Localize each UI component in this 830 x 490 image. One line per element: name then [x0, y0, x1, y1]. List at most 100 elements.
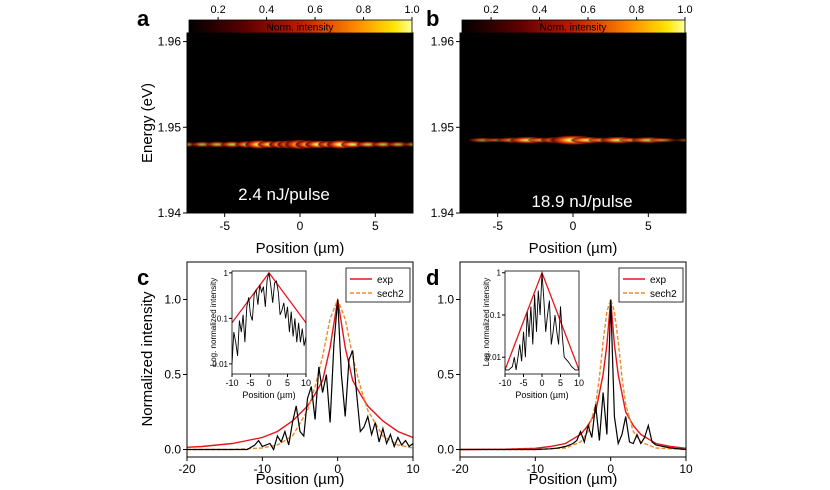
x-axis-label: Position (µm)	[256, 240, 345, 257]
inset-y-tick-label: 0.01	[212, 360, 228, 369]
legend-box	[618, 267, 684, 303]
inset-background	[232, 271, 306, 374]
inset-y-tick-label: 0.01	[485, 353, 501, 362]
colorbar-tick-label: 0.2	[210, 4, 225, 16]
x-tick-label: 5	[372, 219, 379, 233]
inset-x-tick-label: 0	[266, 378, 271, 388]
inset-series-line-data	[505, 272, 579, 371]
colorbar-gradient	[188, 19, 413, 34]
emission-spot	[371, 141, 395, 148]
heatmap-background	[187, 33, 413, 213]
emission-spot	[386, 141, 409, 148]
colorbar: Norm. intensity	[461, 19, 686, 34]
colorbar-tick-label: 1.0	[677, 4, 692, 16]
panel-label-b: b	[426, 6, 439, 31]
heatmap-panel-a: Norm. intensity 0.2 0.4 0.6 0.8 1.0 -5 0 5 1.94…	[139, 4, 420, 257]
inset-background	[505, 271, 579, 374]
inset-x-tick-label: 10	[574, 378, 584, 388]
inset-x-tick-label: -5	[246, 378, 254, 388]
legend: exp sech2	[345, 267, 411, 303]
colorbar-tick-label: 0.8	[356, 4, 371, 16]
colorbar-gradient	[461, 19, 686, 34]
colorbar-label: Norm. intensity	[540, 23, 607, 34]
legend-label-sech2: sech2	[377, 289, 404, 300]
x-tick-label: -10	[254, 462, 272, 476]
y-tick-label: 1.96	[158, 35, 182, 49]
x-tick-label: 10	[679, 462, 693, 476]
x-axis-label: Position (µm)	[529, 471, 618, 488]
plot-frame	[186, 261, 414, 458]
emission-spot	[402, 141, 413, 148]
x-tick-label: -20	[451, 462, 469, 476]
y-tick-label: 1.95	[431, 120, 455, 134]
inset-plot: -10 -5 0 5 10 0.01 0.1 1 Position (µm) Log. nor…	[209, 269, 311, 400]
inset-x-tick-label: 5	[558, 378, 563, 388]
inset-y-axis-label: Log. normalized intensity	[209, 278, 218, 367]
legend: exp sech2	[618, 267, 684, 303]
inset-series-line-data	[232, 272, 306, 364]
y-axis-label: Energy (eV)	[139, 83, 156, 163]
series-line-data	[460, 299, 686, 451]
legend-box	[345, 267, 411, 303]
inset-x-tick-label: 0	[539, 378, 544, 388]
y-tick-label: 1.0	[164, 293, 181, 307]
inset-x-tick-label: -10	[498, 378, 511, 388]
y-tick-label: 0.0	[164, 443, 181, 457]
heatmap-panel-b: Norm. intensity 0.2 0.4 0.6 0.8 1.0 -5 0 5 1.94…	[431, 4, 693, 257]
x-tick-label: -10	[527, 462, 545, 476]
emission-spot	[673, 137, 686, 143]
legend-label-exp: exp	[377, 275, 394, 286]
colorbar-tick-label: 0.6	[307, 4, 322, 16]
inset-y-tick-label: 0.1	[217, 314, 229, 323]
y-tick-label: 1.0	[437, 293, 454, 307]
x-tick-label: 0	[607, 462, 614, 476]
colorbar-tick-label: 0.4	[532, 4, 547, 16]
y-axis-label: Normalized intensity	[139, 291, 156, 427]
inset-x-tick-label: 5	[285, 378, 290, 388]
annotation-text: 2.4 nJ/pulse	[238, 185, 330, 204]
x-tick-label: -20	[178, 462, 196, 476]
y-tick-label: 1.96	[431, 35, 455, 49]
series-line-sech2	[187, 297, 413, 451]
colorbar-tick-label: 1.0	[404, 4, 419, 16]
inset-x-axis-label: Position (µm)	[515, 390, 568, 400]
inset-y-tick-label: 1	[497, 269, 502, 278]
y-tick-label: 1.94	[431, 206, 455, 220]
series-line-exp	[187, 299, 413, 448]
x-axis-label: Position (µm)	[256, 471, 345, 488]
colorbar-tick-label: 0.4	[259, 4, 274, 16]
colorbar: Norm. intensity	[188, 19, 413, 34]
x-axis-label: Position (µm)	[529, 240, 618, 257]
x-tick-label: 10	[406, 462, 420, 476]
inset-x-tick-label: 10	[301, 378, 311, 388]
inset-y-tick-label: 0.1	[490, 311, 502, 320]
legend-label-sech2: sech2	[650, 289, 677, 300]
x-tick-label: 5	[645, 219, 652, 233]
series-line-data	[187, 299, 413, 451]
colorbar-tick-label: 0.2	[483, 4, 498, 16]
x-tick-label: -5	[492, 219, 503, 233]
plot-frame	[459, 261, 687, 458]
x-tick-label: 0	[570, 219, 577, 233]
colorbar-tick-label: 0.6	[580, 4, 595, 16]
inset-x-tick-label: -10	[225, 378, 238, 388]
line-panel-c: -20 -10 0 100.00.51.0 Position (µm) Normali…	[139, 261, 420, 488]
y-tick-label: 1.95	[158, 120, 182, 134]
series-line-sech2	[460, 297, 686, 451]
panel-label-a: a	[137, 6, 150, 31]
colorbar-label: Norm. intensity	[267, 23, 334, 34]
colorbar-tick-label: 0.8	[629, 4, 644, 16]
emission-spot	[648, 137, 679, 143]
inset-x-axis-label: Position (µm)	[242, 390, 295, 400]
x-tick-label: -5	[219, 219, 230, 233]
y-tick-label: 0.0	[437, 443, 454, 457]
panel-label-c: c	[137, 265, 149, 290]
heatmap-background	[460, 33, 686, 213]
inset-x-tick-label: -5	[519, 378, 527, 388]
inset-y-axis-label: Log. normalized intensity	[482, 278, 491, 367]
annotation-text: 18.9 nJ/pulse	[531, 192, 632, 211]
legend-label-exp: exp	[650, 275, 667, 286]
inset-plot: -10 -5 0 5 10 0.01 0.1 1 Position (µm) Log. nor…	[482, 269, 584, 400]
series-line-exp	[460, 299, 686, 451]
